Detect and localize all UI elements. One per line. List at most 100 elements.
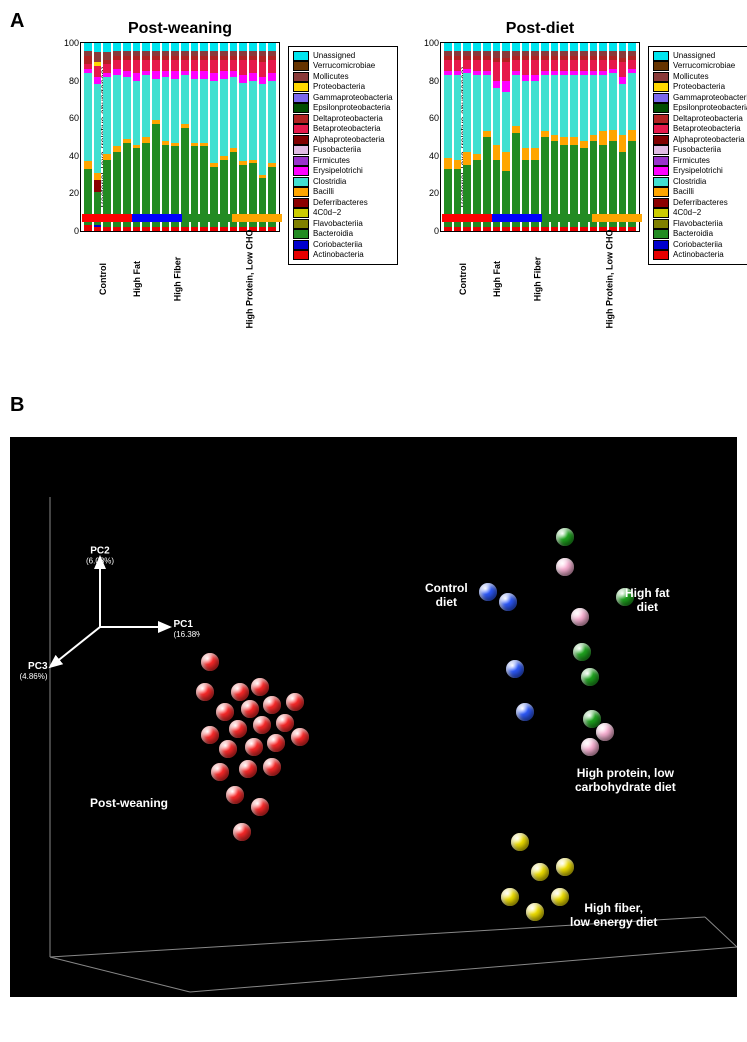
bar-segment: [560, 75, 568, 137]
pca-point: [245, 738, 263, 756]
bar-segment: [483, 75, 491, 131]
pca-point: [253, 716, 271, 734]
legend: UnassignedVerrucomicrobiaeMollicutesProt…: [648, 46, 747, 265]
cluster-label: High protein, lowcarbohydrate diet: [575, 767, 676, 795]
bar-segment: [599, 43, 607, 51]
bar-segment: [230, 77, 238, 148]
bar-segment: [609, 73, 617, 129]
pca-point: [216, 703, 234, 721]
legend-item: Actinobacteria: [653, 250, 747, 260]
group-strip: [80, 214, 284, 222]
legend-item: Bacilli: [653, 187, 747, 197]
legend-text: Clostridia: [313, 177, 346, 186]
legend-swatch: [293, 198, 309, 208]
legend-text: Epsilonproteobacteria: [313, 103, 390, 112]
bar-segment: [609, 60, 617, 69]
bar-segment: [94, 52, 102, 61]
bar-segment: [531, 43, 539, 51]
legend-item: Alphaproteobacteria: [293, 135, 393, 145]
bar-segment: [268, 81, 276, 164]
stacked-bar: [94, 43, 102, 231]
bar-segment: [493, 43, 501, 51]
bar-segment: [628, 43, 636, 51]
bar-segment: [619, 62, 627, 77]
legend-swatch: [293, 51, 309, 61]
bar-segment: [268, 73, 276, 81]
bar-segment: [152, 79, 160, 120]
stacked-bar: [103, 43, 111, 231]
stacked-bar: [133, 43, 141, 231]
pca-point: [226, 786, 244, 804]
bar-segment: [454, 227, 462, 231]
stacked-bar: [152, 43, 160, 231]
stacked-bar: [531, 43, 539, 231]
stacked-bar: [200, 43, 208, 231]
chart-title: Post-diet: [440, 20, 640, 38]
y-tick: 40: [53, 151, 79, 161]
stacked-bar: [84, 43, 92, 231]
bar-segment: [259, 43, 267, 51]
panel-b: PC1(16.38%)PC2(6.08%)PC3(4.86%)Post-wean…: [10, 437, 737, 997]
svg-text:(6.08%): (6.08%): [86, 557, 114, 566]
bar-segment: [512, 43, 520, 51]
bar-segment: [259, 227, 267, 231]
bar-segment: [463, 43, 471, 51]
group-strip-segment: [492, 214, 542, 222]
legend-item: Flavobacteriia: [653, 219, 747, 229]
legend-text: Firmicutes: [313, 156, 350, 165]
stacked-bar: [259, 43, 267, 231]
pca-point: [267, 734, 285, 752]
pca-point: [229, 720, 247, 738]
legend-swatch: [293, 114, 309, 124]
pca-point: [516, 703, 534, 721]
legend-swatch: [653, 240, 669, 250]
bar-segment: [473, 60, 481, 71]
legend-item: Proteobacteria: [653, 82, 747, 92]
legend-item: Bacteroidia: [653, 229, 747, 239]
legend-item: Gammaproteobacteria: [293, 93, 393, 103]
legend-swatch: [653, 93, 669, 103]
cluster-label: High fiber,low energy diet: [570, 902, 657, 930]
bar-segment: [541, 75, 549, 131]
stacked-bar: [590, 43, 598, 231]
bar-segment: [259, 77, 267, 85]
bar-segment: [560, 43, 568, 51]
legend-text: Mollicutes: [673, 72, 709, 81]
legend-text: Erysipelotrichi: [673, 166, 723, 175]
bar-segment: [94, 173, 102, 181]
bar-segment: [84, 225, 92, 231]
stacked-bar: [541, 43, 549, 231]
bar-segment: [512, 126, 520, 134]
legend-text: Actinobacteria: [673, 250, 724, 259]
bar-segment: [84, 73, 92, 161]
bar-segment: [181, 227, 189, 231]
legend-item: Deferribacteres: [293, 198, 393, 208]
legend-swatch: [653, 208, 669, 218]
panel-a-label: A: [10, 10, 24, 33]
plot-area: 020406080100Bacterial Taxa (relative abu…: [80, 42, 280, 232]
legend: UnassignedVerrucomicrobiaeMollicutesProt…: [288, 46, 398, 265]
legend-swatch: [653, 82, 669, 92]
legend-swatch: [653, 156, 669, 166]
legend-swatch: [293, 156, 309, 166]
bar-segment: [268, 60, 276, 73]
pca-point: [291, 728, 309, 746]
bar-segment: [142, 60, 150, 71]
legend-swatch: [653, 250, 669, 260]
legend-swatch: [293, 124, 309, 134]
bar-segment: [609, 43, 617, 51]
legend-item: Firmicutes: [293, 156, 393, 166]
pca-point: [233, 823, 251, 841]
bar-segment: [171, 79, 179, 143]
y-tick: 60: [53, 113, 79, 123]
bar-segment: [200, 43, 208, 51]
legend-item: Betaproteobacteria: [653, 124, 747, 134]
bar-segment: [152, 60, 160, 71]
bar-segment: [463, 152, 471, 165]
bar-segment: [541, 60, 549, 71]
bar-segment: [473, 75, 481, 154]
bar-segment: [619, 135, 627, 152]
pca-point: [506, 660, 524, 678]
bar-segment: [580, 75, 588, 141]
bar-segment: [152, 71, 160, 79]
